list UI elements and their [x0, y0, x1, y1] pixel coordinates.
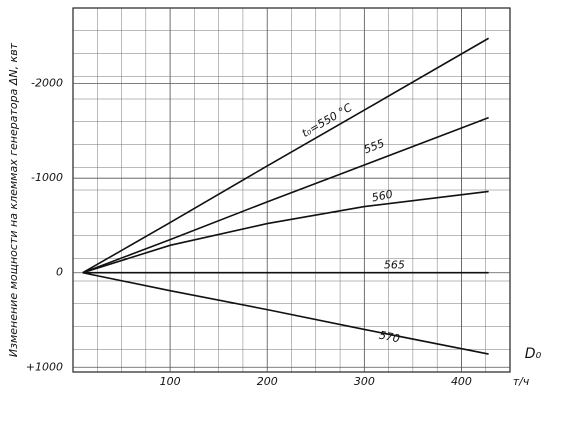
x-tick-label: 100 — [160, 375, 181, 388]
series-label: 555 — [362, 137, 386, 157]
series-label: 560 — [371, 188, 394, 205]
series-label: 570 — [378, 329, 401, 346]
x-tick-label: 400 — [451, 375, 472, 388]
y-tick-label: -1000 — [31, 171, 63, 184]
series-label: 565 — [384, 259, 405, 272]
x-axis-label: D₀ — [525, 346, 542, 362]
series-line — [82, 37, 490, 274]
x-axis-unit: т/ч — [513, 375, 530, 388]
y-tick-label: 0 — [56, 266, 63, 279]
x-tick-label: 200 — [257, 375, 278, 388]
series-line — [82, 271, 489, 355]
plot-frame — [72, 7, 511, 373]
y-axis-label: Изменение мощности на клеммах генератора… — [7, 42, 20, 357]
x-tick-label: 300 — [354, 375, 375, 388]
series-line — [82, 190, 489, 274]
series-line — [82, 116, 489, 274]
y-tick-label: +1000 — [26, 360, 63, 373]
y-tick-label: -2000 — [31, 77, 63, 90]
